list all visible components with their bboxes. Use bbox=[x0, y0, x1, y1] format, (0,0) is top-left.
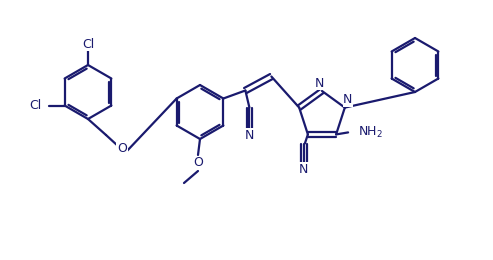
Text: Cl: Cl bbox=[30, 99, 42, 112]
Text: Cl: Cl bbox=[82, 37, 94, 50]
Text: O: O bbox=[117, 142, 127, 155]
Text: N: N bbox=[315, 76, 324, 89]
Text: N: N bbox=[245, 129, 254, 142]
Text: N: N bbox=[343, 93, 352, 106]
Text: N: N bbox=[299, 163, 309, 176]
Text: O: O bbox=[193, 157, 203, 170]
Text: NH$_2$: NH$_2$ bbox=[358, 125, 383, 140]
